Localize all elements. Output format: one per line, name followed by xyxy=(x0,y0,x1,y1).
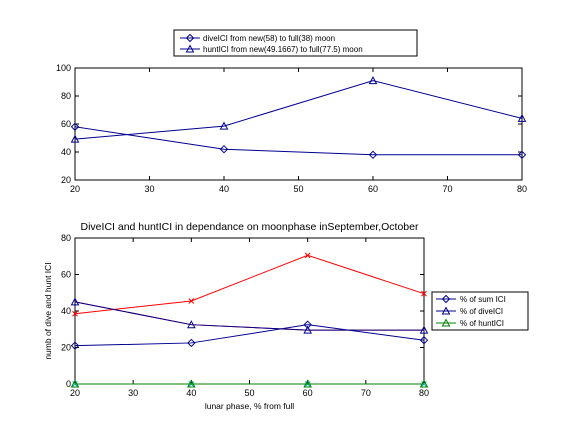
x-tick-label: 20 xyxy=(70,388,80,398)
top-series-2-point xyxy=(517,113,527,122)
top-legend: diveICI from new(58) to full(38) moon hun… xyxy=(173,29,418,57)
y-tick-label: 20 xyxy=(61,175,71,185)
bottom-series-2-line xyxy=(74,301,424,331)
axes-box xyxy=(74,67,523,181)
bottom-series-1-line xyxy=(74,324,425,347)
y-tick-label: 60 xyxy=(61,119,71,129)
x-tick-label: 80 xyxy=(517,184,527,194)
bottom-series-1-point xyxy=(419,335,429,345)
y-tick-label: 20 xyxy=(61,343,71,353)
bottom-series-3-point xyxy=(186,379,196,388)
top-series-2-point xyxy=(219,121,229,130)
bottom-legend-marker xyxy=(441,318,451,327)
y-tick-label: 80 xyxy=(61,91,71,101)
bottom-series-3-point xyxy=(70,379,80,388)
bottom-legend-marker xyxy=(441,306,451,315)
top-series-1-point xyxy=(368,150,378,160)
top-series-1-line xyxy=(74,126,522,156)
bottom-extra-1-point xyxy=(72,310,78,317)
bottom-extra-1-point xyxy=(304,252,311,259)
bottom-legend-marker xyxy=(441,294,451,304)
bottom-series-1-point xyxy=(70,341,80,350)
x-tick-label: 60 xyxy=(368,184,378,194)
x-tick-label: 30 xyxy=(144,184,154,194)
chart-title: DiveICI and huntICI in dependance on moo… xyxy=(81,221,419,233)
bottom-series-1-point xyxy=(187,338,196,348)
bottom-legend-label: % of diveICI xyxy=(460,307,503,316)
bottom-series-1-point xyxy=(303,320,312,329)
x-tick-label: 30 xyxy=(128,388,138,398)
top-series-1-point xyxy=(219,144,229,154)
x-tick-label: 70 xyxy=(361,388,371,398)
x-tick-label: 20 xyxy=(70,184,80,194)
top-series-1-point xyxy=(517,150,527,160)
top-legend-marker xyxy=(185,44,195,53)
top-series-2-line xyxy=(74,80,523,140)
y-tick-label: 80 xyxy=(61,233,71,243)
top-legend-label: huntICI from new(49.1667) to full(77.5) … xyxy=(203,45,363,54)
bottom-series-2-point xyxy=(186,320,196,329)
axes-box xyxy=(74,237,425,385)
top-legend-marker xyxy=(185,33,195,43)
y-tick-label: 100 xyxy=(56,63,71,73)
x-tick-label: 80 xyxy=(419,388,429,398)
x-tick-label: 60 xyxy=(303,388,313,398)
x-tick-label: 40 xyxy=(186,388,196,398)
top-legend-box xyxy=(173,29,418,57)
x-tick-label: 50 xyxy=(244,388,254,398)
top-legend-label: diveICI from new(58) to full(38) moon xyxy=(203,34,335,43)
bottom-extra-1-line xyxy=(74,254,425,315)
bottom-series-2-point xyxy=(303,325,313,334)
x-tick-label: 40 xyxy=(219,184,229,194)
bottom-extra-1-point xyxy=(421,290,427,297)
x-tick-label: 70 xyxy=(442,184,452,194)
y-tick-label: 0 xyxy=(66,379,71,389)
bottom-series-3-point xyxy=(303,379,313,388)
bottom-legend-label: % of sum ICI xyxy=(460,295,506,304)
x-tick-label: 50 xyxy=(293,184,303,194)
bottom-extra-1-point xyxy=(188,298,195,304)
top-plot: 20 30 40 50 60 70 80 20 40 60 80 100 diveICI from ne… xyxy=(56,29,527,194)
bottom-series-2-point xyxy=(70,297,80,306)
bottom-series-3-point xyxy=(419,379,429,388)
y-tick-label: 60 xyxy=(61,270,71,280)
top-series-2-point xyxy=(70,134,80,143)
top-series-1-point xyxy=(70,122,80,132)
bottom-legend-label: % of huntICI xyxy=(460,319,504,328)
y-tick-label: 40 xyxy=(61,306,71,316)
top-series-2-point xyxy=(368,76,378,85)
bottom-legend: % of sum ICI % of diveICI % of huntICI xyxy=(431,291,529,331)
bottom-series-2-point xyxy=(419,325,429,334)
x-axis-label: lunar phase, % from full xyxy=(205,401,294,411)
y-tick-label: 40 xyxy=(61,147,71,157)
y-axis-label: numb of dive and hunt ICI xyxy=(43,262,53,359)
